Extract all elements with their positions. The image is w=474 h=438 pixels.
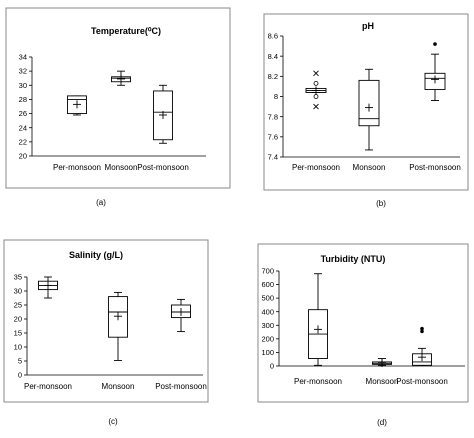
outlier-point — [313, 94, 319, 99]
salinity-category-label: Monsoon — [102, 382, 135, 391]
temperature-title: Temperature(⁰C) — [91, 26, 161, 36]
salinity-y-tick-label: 15 — [14, 329, 22, 338]
salinity-y-tick-label: 5 — [18, 357, 22, 366]
turbidity-title: Turbidity (NTU) — [321, 254, 386, 264]
ph-y-tick-label: 8.4 — [268, 52, 278, 61]
turbidity-y-tick-label: 700 — [261, 267, 274, 276]
turbidity-box-0 — [308, 273, 328, 366]
turbidity-y-tick-label: 600 — [261, 280, 274, 289]
ph-category-label: Per-monsoon — [292, 163, 340, 172]
turbidity-y-tick-label: 500 — [261, 294, 274, 303]
outlier-point — [420, 326, 424, 331]
turbidity-plot: 0 100 200 300 400 500 600 700 Per-monsoon Monsoon… — [261, 267, 465, 386]
turbidity-y-tick-label: 100 — [261, 348, 274, 357]
ph-y-tick-label: 7.6 — [268, 132, 278, 141]
turbidity-y-tick-label: 0 — [270, 362, 274, 371]
temperature-y-tick-label: 24 — [19, 123, 27, 132]
ph-y-tick-label: 7.4 — [268, 153, 278, 162]
temperature-box-2 — [153, 84, 173, 144]
temperature-y-tick-label: 26 — [19, 109, 27, 118]
ph-category-label: Post-monsoon — [409, 163, 461, 172]
salinity-y-tick-label: 25 — [14, 301, 22, 310]
turbidity-y-tick-label: 200 — [261, 334, 274, 343]
ph-panel: pH 7.4 7.6 7.8 8 8.2 8.4 8.6 Per-monsoon Monsoon… — [263, 13, 469, 208]
temperature-box-1 — [111, 70, 131, 86]
ph-box-0 — [305, 70, 327, 110]
temperature-y-tick-label: 30 — [19, 81, 27, 90]
salinity-y-tick-label: 10 — [14, 343, 22, 352]
temperature-category-label: Monsoon — [105, 163, 138, 172]
salinity-category-label: Per-monsoon — [24, 382, 72, 391]
salinity-category-label: Post-monsoon — [155, 382, 207, 391]
salinity-plot: 0 5 10 15 20 25 30 35 Per-monsoon Monsoon Post-mon… — [14, 273, 207, 391]
outlier-point — [420, 329, 424, 334]
temperature-plot: 20 22 24 26 28 30 32 34 Per-monsoon Monsoon Post-m… — [19, 53, 206, 172]
salinity-panel-frame — [3, 239, 209, 403]
salinity-box-1 — [108, 291, 128, 361]
temperature-y-tick-label: 28 — [19, 95, 27, 104]
temperature-y-tick-label: 20 — [19, 152, 27, 161]
salinity-y-tick-label: 20 — [14, 315, 22, 324]
iqr-box — [358, 79, 380, 127]
salinity-y-tick-label: 35 — [14, 273, 22, 282]
salinity-caption: (c) — [108, 417, 118, 426]
outlier-point — [313, 80, 319, 86]
turbidity-category-label: Per-monsoon — [294, 377, 342, 386]
temperature-y-tick-label: 34 — [19, 53, 27, 62]
turbidity-panel: Turbidity (NTU) 0 100 200 300 400 500 600 700 Pe… — [257, 243, 469, 427]
salinity-y-tick-label: 0 — [18, 371, 22, 380]
turbidity-y-tick-label: 300 — [261, 321, 274, 330]
temperature-y-tick-label: 32 — [19, 67, 27, 76]
ph-box-2 — [424, 42, 446, 101]
salinity-box-2 — [171, 298, 191, 333]
ph-y-tick-label: 7.8 — [268, 112, 278, 121]
ph-y-tick-label: 8.6 — [268, 32, 278, 41]
ph-category-label: Monsoon — [353, 163, 386, 172]
ph-box-1 — [358, 68, 380, 151]
ph-caption: (b) — [376, 199, 386, 208]
outlier-point — [433, 42, 437, 46]
temperature-caption: (a) — [96, 198, 106, 207]
ph-y-tick-label: 8.2 — [268, 72, 278, 81]
turbidity-y-tick-label: 400 — [261, 307, 274, 316]
temperature-category-label: Per-monsoon — [53, 163, 101, 172]
turbidity-box-1 — [372, 358, 392, 368]
turbidity-category-label: Monsoon — [366, 377, 399, 386]
turbidity-caption: (d) — [377, 418, 387, 427]
ph-title: pH — [362, 21, 374, 31]
temperature-panel-frame — [5, 7, 231, 189]
turbidity-panel-frame — [257, 243, 469, 403]
temperature-panel: Temperature(⁰C) 20 22 24 26 28 30 32 34 Per-mons… — [5, 7, 231, 207]
outlier-point — [313, 103, 319, 110]
temperature-category-label: Post-monsoon — [137, 163, 189, 172]
turbidity-category-label: Post-monsoon — [396, 377, 448, 386]
salinity-title: Salinity (g/L) — [69, 250, 123, 260]
temperature-y-tick-label: 22 — [19, 137, 27, 146]
outlier-point — [313, 70, 319, 77]
salinity-y-tick-label: 30 — [14, 287, 22, 296]
salinity-panel: Salinity (g/L) 0 5 10 15 20 25 30 35 Per-monsoon… — [3, 239, 209, 426]
turbidity-box-2 — [412, 326, 432, 366]
ph-y-tick-label: 8 — [274, 92, 278, 101]
ph-plot: 7.4 7.6 7.8 8 8.2 8.4 8.6 Per-monsoon Monsoon Pos… — [268, 32, 461, 172]
temperature-box-0 — [67, 95, 87, 116]
salinity-box-0 — [38, 276, 58, 299]
